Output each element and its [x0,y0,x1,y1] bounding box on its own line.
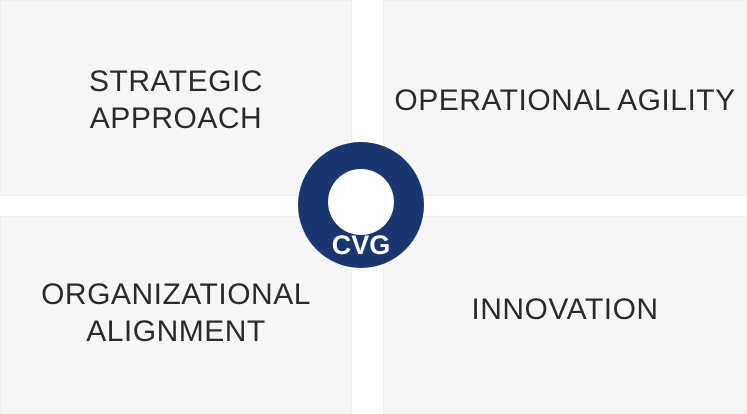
logo-text: CVG [332,230,391,260]
quadrant-operational-agility: OPERATIONAL AGILITY [383,0,747,196]
logo-ring-hole [328,169,394,235]
quadrant-label: OPERATIONAL AGILITY [394,83,736,117]
quadrant-label: ORGANIZATIONAL ALIGNMENT [41,278,311,348]
quadrant-label: STRATEGIC APPROACH [89,65,263,135]
quadrant-organizational-alignment: ORGANIZATIONAL ALIGNMENT [0,216,352,414]
cvg-logo: CVG [298,142,424,268]
quadrant-strategic-approach: STRATEGIC APPROACH [0,0,352,196]
quadrant-innovation: INNOVATION [383,216,747,414]
cvg-logo-graphic: CVG [298,142,424,268]
quadrant-label: INNOVATION [471,292,659,326]
